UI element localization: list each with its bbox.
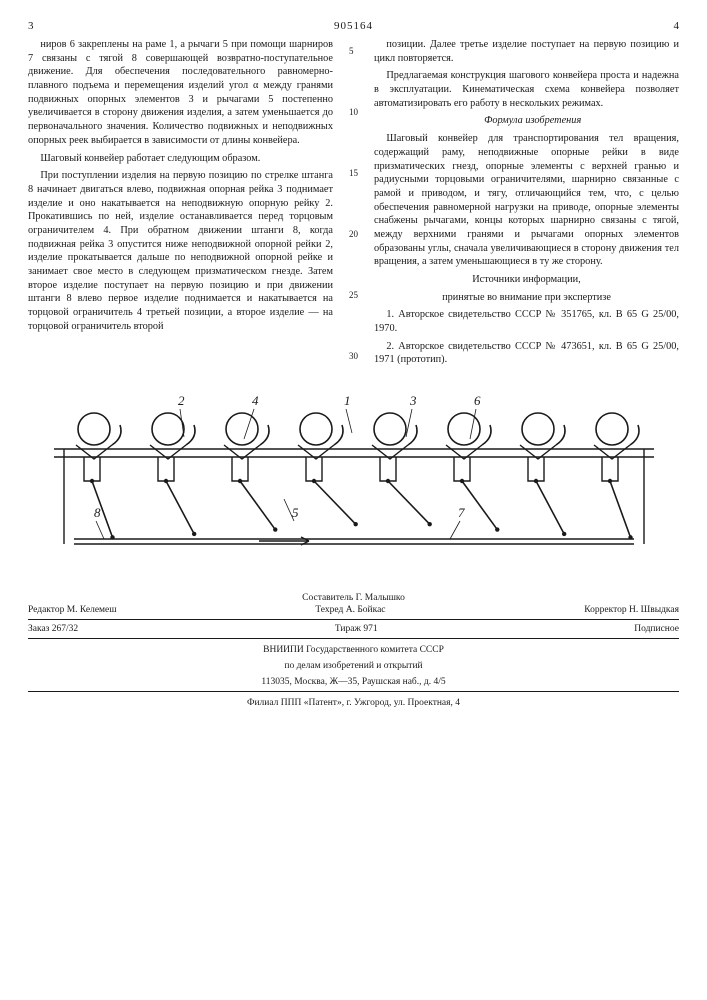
svg-text:7: 7 [458,505,465,520]
compiler-name: Г. Малышко [356,593,405,603]
conveyor-diagram: 2 4 1 3 6 8 5 7 [34,389,674,559]
techred-name: А. Бойкас [346,605,386,615]
org-line-2: по делам изобретений и открытий [28,661,679,671]
corrector-label: Корректор [584,605,626,615]
tirazh-num: 971 [363,624,377,634]
col2-claim: Шаговый конвейер для транспортирования т… [374,132,679,269]
col1-p2: Шаговый конвейер работает следующим обра… [28,152,333,166]
techred-label: Техред [315,605,343,615]
page-num-left: 3 [28,20,34,32]
svg-text:5: 5 [292,505,299,520]
imprint-footer: Составитель Г. Малышко Редактор М. Келем… [28,593,679,708]
column-left: ниров 6 закреплены на раме 1, а рычаги 5… [28,38,333,371]
order-num: 267/32 [52,624,78,634]
addr-1: 113035, Москва, Ж—35, Раушская наб., д. … [28,677,679,687]
line-num: 25 [349,290,358,302]
line-number-gutter: 5 10 15 20 25 30 [349,38,358,371]
formula-heading: Формула изобретения [374,114,679,128]
line-num: 30 [349,351,358,363]
document-number: 905164 [334,20,373,32]
editor-label: Редактор [28,605,64,615]
corrector-name: Н. Швыдкая [629,605,679,615]
svg-text:4: 4 [252,393,259,408]
line-num: 10 [349,107,358,119]
svg-text:2: 2 [178,393,185,408]
org-line-1: ВНИИПИ Государственного комитета СССР [28,645,679,655]
svg-text:8: 8 [94,505,101,520]
col1-p1: ниров 6 закреплены на раме 1, а рычаги 5… [28,38,333,148]
col2-p2: Предлагаемая конструкция шагового конвей… [374,69,679,110]
podpisnoe: Подписное [634,624,679,634]
source-1: 1. Авторское свидетельство СССР № 351765… [374,308,679,335]
tirazh-label: Тираж [335,624,361,634]
editor-name: М. Келемеш [67,605,117,615]
col1-p3: При поступлении изделия на первую позици… [28,169,333,333]
col2-p1: позиции. Далее третье изделие поступает … [374,38,679,65]
sources-subheading: принятые во внимание при экспертизе [374,291,679,305]
line-num: 5 [349,46,358,58]
svg-text:6: 6 [474,393,481,408]
line-num: 15 [349,168,358,180]
source-2: 2. Авторское свидетельство СССР № 473651… [374,340,679,367]
addr-2: Филиал ППП «Патент», г. Ужгород, ул. Про… [28,698,679,708]
svg-text:1: 1 [344,393,351,408]
page-num-right: 4 [674,20,680,32]
sources-heading: Источники информации, [374,273,679,287]
compiler-label: Составитель [302,593,353,603]
line-num: 20 [349,229,358,241]
column-right: позиции. Далее третье изделие поступает … [374,38,679,371]
order-label: Заказ [28,624,49,634]
svg-text:3: 3 [409,393,417,408]
